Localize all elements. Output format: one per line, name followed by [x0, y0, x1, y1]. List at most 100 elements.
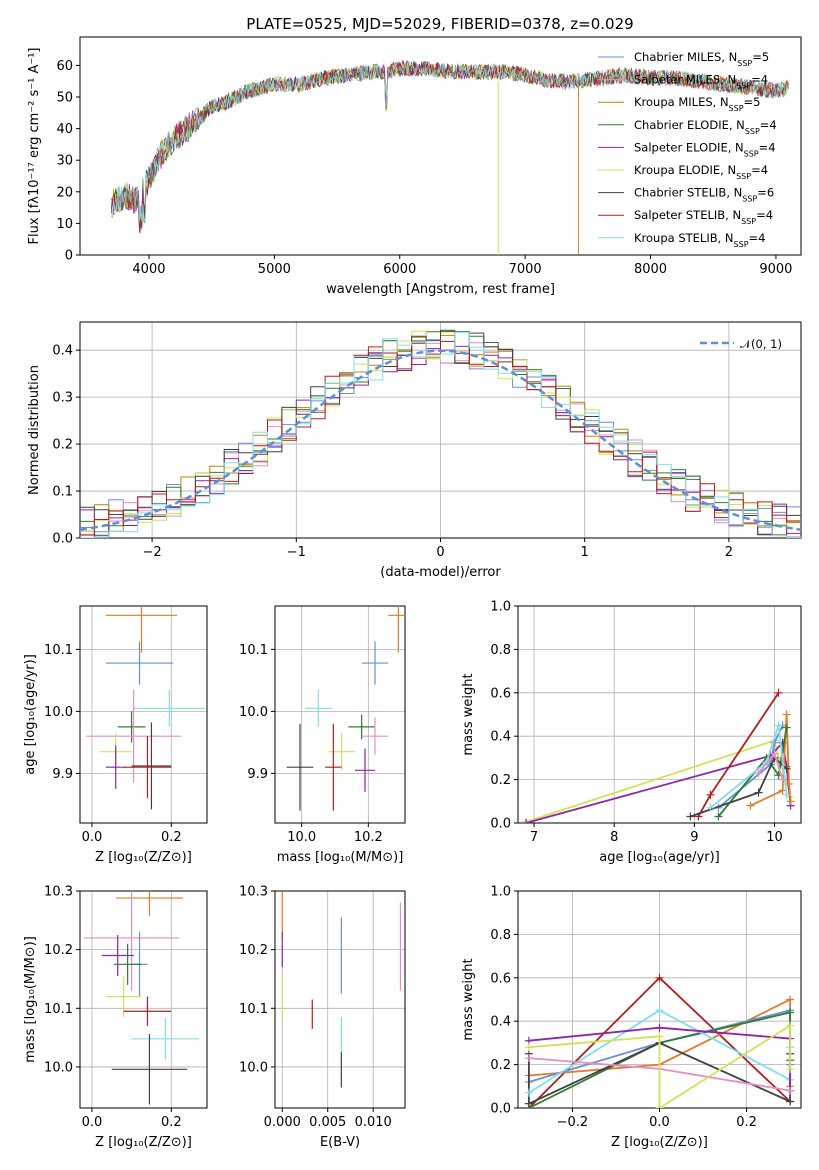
weight-line — [528, 1023, 791, 1108]
weight-marker — [655, 1104, 664, 1108]
weight-marker — [655, 1023, 664, 1032]
plot-area — [524, 973, 795, 1108]
panel-mass-vs-EBV: 0.000 0.005 0.010 10.0 10.1 10.2 10.3 E(B-V) — [239, 885, 406, 1150]
weight-marker — [655, 1006, 664, 1015]
weight-line — [717, 727, 788, 818]
x-tick-label: 0.000 — [264, 1115, 301, 1130]
weight-line — [709, 725, 788, 809]
figure-title: PLATE=0525, MJD=52029, FIBERID=0378, z=0… — [246, 15, 633, 33]
panel-spectrum: 4000 5000 6000 7000 8000 9000 0 10 20 30 40 50 60 wav… — [27, 36, 802, 297]
plot-area — [522, 688, 795, 823]
y-tick-label: 10.0 — [44, 705, 73, 720]
y-tick-label: 0.0 — [490, 1102, 511, 1117]
plot-area — [286, 606, 405, 811]
weight-marker — [774, 721, 783, 730]
weight-marker — [786, 1021, 795, 1030]
weight-marker — [524, 1099, 533, 1108]
y-tick-label: 10.1 — [44, 643, 73, 658]
y-tick-label: 1.0 — [490, 885, 511, 900]
panel-mass-vs-Z: 0.0 0.2 10.0 10.1 10.2 10.3 Z [log₁₀(Z/Z⊙)] mas… — [23, 885, 208, 1150]
weight-marker — [782, 710, 791, 719]
y-tick-label: 0.4 — [490, 730, 511, 745]
x-tick-label: 0.0 — [82, 1115, 103, 1130]
y-axis-label: Flux [fλ10⁻¹⁷ erg cm⁻² s⁻¹ A⁻¹] — [27, 48, 42, 245]
plot-area — [85, 606, 206, 810]
y-tick-label: 0.0 — [52, 532, 73, 547]
weight-line — [690, 756, 788, 818]
weight-marker — [714, 812, 723, 821]
spectrum-line — [110, 60, 789, 224]
histogram-step — [80, 331, 801, 538]
weight-marker — [782, 723, 791, 732]
x-tick-label: 7 — [530, 830, 538, 845]
x-axis-label: E(B-V) — [320, 1135, 360, 1150]
x-tick-label: 7000 — [509, 262, 542, 277]
plot-area — [83, 891, 200, 1105]
x-axis-label: wavelength [Angstrom, rest frame] — [326, 282, 555, 297]
y-tick-label: 10.2 — [239, 943, 268, 958]
plot-frame — [517, 605, 802, 824]
x-tick-label: 6000 — [383, 262, 416, 277]
weight-marker — [786, 1008, 795, 1017]
x-axis-label: Z [log₁₀(Z/Z⊙)] — [611, 1135, 708, 1150]
y-tick-label: 0.8 — [490, 643, 511, 658]
y-axis-label: age [log₁₀(age/yr)] — [23, 654, 38, 775]
panel-massweight-vs-Z: −0.2 0.0 0.2 0.0 0.2 0.4 0.6 0.8 1.0 Z [log₁₀(Z/Z… — [461, 885, 802, 1150]
plot-frame — [79, 321, 802, 539]
y-tick-label: 10.0 — [239, 1060, 268, 1075]
legend-entry: Kroupa MILES, NSSP=5 — [634, 95, 760, 113]
y-tick-label: 10 — [56, 217, 73, 232]
legend-entry: 𝒩(0, 1) — [740, 337, 782, 351]
weight-marker — [754, 769, 763, 778]
y-tick-label: 0.2 — [490, 773, 511, 788]
x-tick-label: 5000 — [258, 262, 291, 277]
y-tick-label: 60 — [56, 59, 73, 74]
weight-marker — [655, 973, 664, 982]
y-tick-label: 1.0 — [490, 600, 511, 615]
x-tick-label: 1 — [581, 545, 589, 560]
weight-marker — [655, 1032, 664, 1041]
legend-entry: Chabrier ELODIE, NSSP=4 — [634, 118, 777, 136]
y-tick-label: 10.2 — [44, 943, 73, 958]
plot-area — [80, 329, 801, 538]
weight-marker — [782, 790, 791, 799]
weight-marker — [754, 788, 763, 797]
x-tick-label: 0.2 — [736, 1115, 757, 1130]
panel-age-vs-mass: 10.0 10.2 9.9 10.0 10.1 mass [log₁₀(M/M⊙)] — [239, 605, 406, 865]
y-tick-label: 0.4 — [490, 1015, 511, 1030]
x-tick-label: 10 — [766, 830, 783, 845]
x-axis-label: (data-model)/error — [380, 565, 501, 580]
y-tick-label: 0 — [65, 249, 73, 264]
y-tick-label: 0.0 — [490, 817, 511, 832]
y-tick-label: 10.0 — [239, 705, 268, 720]
y-axis-label: mass weight — [461, 958, 476, 1040]
weight-marker — [778, 775, 787, 784]
weight-marker — [524, 1043, 533, 1052]
weight-marker — [746, 801, 755, 810]
weight-marker — [524, 1088, 533, 1097]
weight-marker — [524, 1054, 533, 1063]
weight-marker — [522, 819, 531, 823]
x-tick-label: −0.2 — [557, 1115, 589, 1130]
x-tick-label: −1 — [287, 545, 306, 560]
x-tick-label: 10.2 — [354, 830, 383, 845]
x-tick-label: 0.010 — [355, 1115, 392, 1130]
y-tick-label: 10.0 — [44, 1060, 73, 1075]
legend-entry: Salpeter MILES, NSSP=4 — [634, 73, 768, 91]
x-tick-label: 2 — [725, 545, 733, 560]
x-tick-label: 0.2 — [161, 830, 182, 845]
plot-area — [110, 59, 789, 255]
x-tick-label: 0 — [436, 545, 444, 560]
y-tick-label: 10.3 — [44, 885, 73, 900]
x-tick-label: 0.005 — [309, 1115, 346, 1130]
legend: Chabrier MILES, NSSP=5 Salpeter MILES, NS… — [598, 50, 777, 248]
x-tick-label: −2 — [143, 545, 162, 560]
y-tick-label: 9.9 — [52, 767, 73, 782]
y-tick-label: 0.2 — [52, 438, 73, 453]
y-tick-label: 20 — [56, 185, 73, 200]
x-tick-label: 0.2 — [161, 1115, 182, 1130]
x-axis-label: age [log₁₀(age/yr)] — [599, 850, 720, 865]
spectrum-line — [110, 59, 789, 232]
weight-marker — [786, 1086, 795, 1095]
